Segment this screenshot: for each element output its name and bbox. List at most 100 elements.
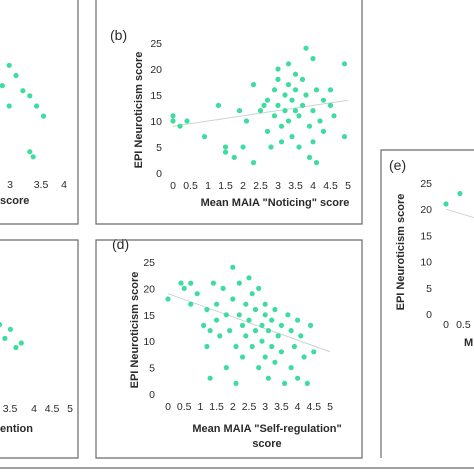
- data-point-a-12: [27, 93, 33, 99]
- panel-border-e: [380, 149, 474, 458]
- x-tick-label-d-10: 5: [327, 401, 333, 413]
- data-point-d-30: [246, 317, 252, 323]
- data-point-d-54: [288, 365, 294, 371]
- y-tick-label-d-1: 5: [149, 363, 155, 375]
- data-point-d-59: [301, 354, 307, 360]
- data-point-b-27: [282, 108, 288, 114]
- data-point-b-31: [289, 97, 295, 103]
- x-tick-label-e-1: 0.5: [456, 319, 471, 331]
- data-point-d-2: [181, 285, 187, 291]
- data-point-d-49: [278, 322, 284, 328]
- data-point-e-0: [443, 201, 449, 207]
- data-point-b-7: [222, 149, 229, 155]
- data-point-b-22: [275, 66, 281, 72]
- y-tick-label-e-3: 15: [420, 230, 432, 242]
- data-point-b-54: [331, 113, 337, 119]
- data-point-d-41: [262, 354, 268, 360]
- y-tick-label-d-2: 10: [143, 336, 155, 348]
- data-point-a-14: [40, 113, 47, 119]
- data-point-b-25: [278, 139, 285, 145]
- y-tick-label-d-5: 25: [143, 257, 155, 269]
- y-tick-label-d-0: 0: [149, 389, 155, 401]
- x-axis-title-e: M: [464, 337, 473, 349]
- x-tick-label-d-9: 4.5: [306, 401, 321, 413]
- data-point-a-11: [20, 88, 26, 94]
- data-point-b-19: [271, 87, 278, 93]
- data-point-b-41: [303, 92, 309, 98]
- data-point-d-37: [259, 322, 265, 328]
- y-tick-label-e-2: 10: [420, 257, 432, 269]
- data-point-d-6: [201, 322, 207, 328]
- x-axis-title-c: ention: [0, 423, 33, 435]
- data-point-d-32: [249, 343, 255, 350]
- data-point-b-26: [282, 92, 288, 98]
- y-tick-label-b-0: 0: [156, 168, 162, 180]
- data-point-b-33: [292, 71, 299, 77]
- data-point-a-18: [6, 103, 12, 109]
- data-point-a-8: [0, 83, 5, 89]
- x-tick-label-b-10: 5: [345, 180, 351, 192]
- data-point-d-51: [282, 380, 288, 386]
- data-point-d-29: [246, 275, 252, 281]
- x-tick-label-d-3: 1.5: [209, 401, 224, 413]
- data-point-b-44: [310, 56, 316, 62]
- data-point-d-56: [295, 317, 301, 323]
- data-point-b-21: [275, 76, 281, 82]
- data-point-d-62: [311, 349, 317, 355]
- data-point-d-47: [272, 359, 278, 365]
- data-point-d-40: [262, 312, 268, 318]
- x-axis-title-b: Mean MAIA "Noticing" score: [201, 197, 350, 209]
- x-tick-label-b-3: 1.5: [218, 180, 233, 192]
- panel-label-e: (e): [389, 157, 406, 173]
- data-point-d-43: [265, 375, 271, 381]
- data-point-b-5: [215, 102, 222, 108]
- data-point-d-16: [223, 312, 229, 318]
- x-tick-label-c-1: 4: [31, 403, 37, 415]
- x-tick-label-b-7: 3.5: [288, 180, 303, 192]
- data-point-a-9: [6, 62, 12, 68]
- data-point-b-15: [261, 102, 267, 108]
- data-point-b-34: [292, 87, 299, 93]
- data-point-d-22: [233, 380, 239, 386]
- data-point-b-13: [250, 160, 257, 166]
- data-point-b-29: [285, 82, 292, 88]
- data-point-d-36: [256, 285, 262, 291]
- data-point-c-18: [18, 340, 24, 346]
- x-tick-label-d-2: 1: [197, 401, 203, 413]
- y-tick-label-b-2: 10: [150, 116, 162, 128]
- data-point-b-28: [285, 61, 292, 67]
- x-tick-label-d-7: 3.5: [274, 401, 289, 413]
- x-tick-label-c-3: 5: [67, 403, 73, 415]
- y-tick-label-e-5: 25: [420, 178, 432, 190]
- data-point-d-7: [204, 306, 210, 313]
- data-point-d-45: [269, 343, 275, 350]
- data-point-d-28: [243, 333, 249, 339]
- data-point-b-30: [285, 118, 292, 124]
- data-point-c-16: [7, 326, 13, 332]
- data-point-b-2: [177, 123, 183, 129]
- data-point-d-11: [210, 280, 216, 286]
- data-point-c-15: [2, 335, 8, 341]
- data-point-d-33: [252, 306, 259, 313]
- data-point-b-17: [264, 128, 271, 134]
- data-point-d-17: [223, 365, 229, 371]
- data-point-d-0: [165, 296, 171, 302]
- data-point-d-5: [194, 291, 200, 297]
- data-point-d-53: [288, 328, 294, 334]
- x-tick-label-c-0: 3.5: [3, 403, 18, 415]
- data-point-b-10: [240, 144, 246, 150]
- y-tick-label-e-1: 5: [426, 283, 432, 295]
- data-point-d-19: [230, 264, 236, 270]
- y-tick-label-b-1: 5: [156, 142, 162, 154]
- data-point-a-20: [30, 154, 36, 160]
- y-tick-label-b-3: 15: [150, 90, 162, 102]
- data-point-d-46: [272, 306, 278, 313]
- x-tick-label-d-6: 3: [262, 401, 268, 413]
- data-point-b-38: [299, 102, 306, 108]
- x-tick-label-a-2: 4: [61, 179, 67, 191]
- x-axis-title-line2-d: score: [252, 438, 281, 450]
- data-point-d-35: [256, 365, 262, 371]
- data-point-b-53: [327, 102, 334, 108]
- data-point-d-52: [285, 312, 291, 318]
- x-tick-label-e-0: 0: [443, 319, 449, 331]
